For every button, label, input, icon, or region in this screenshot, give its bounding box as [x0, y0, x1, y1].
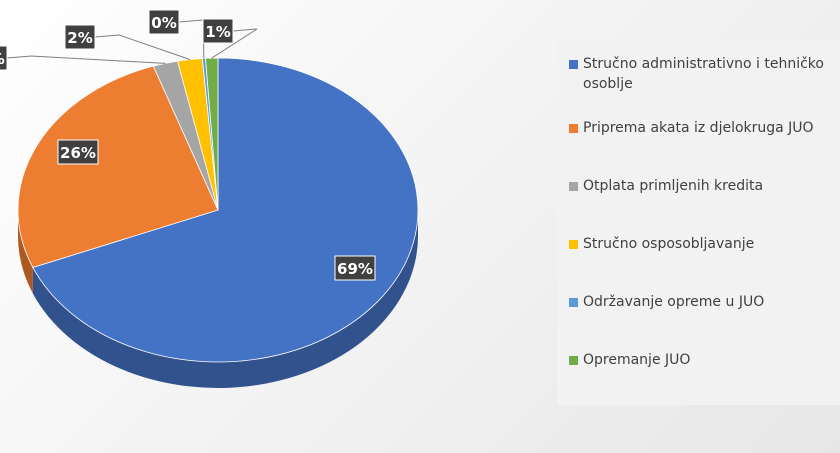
legend-label: Priprema akata iz djelokruga JUO: [583, 120, 814, 136]
pie-slices: [17, 57, 419, 388]
leader-line: [211, 28, 258, 59]
data-label-box: [0, 45, 8, 71]
legend-item: Priprema akata iz djelokruga JUO: [569, 118, 840, 138]
data-labels: 69% 26% 2% 2% 0% 1%: [0, 9, 376, 281]
pie-slice-side: [32, 210, 418, 388]
legend-item: Otplata primljenih kredita: [569, 176, 840, 196]
data-label-box: [334, 255, 376, 281]
legend-swatch: [569, 182, 578, 191]
data-label: 26%: [60, 144, 96, 162]
leader-line: [6, 55, 166, 64]
legend-item: Održavanje opreme u JUO: [569, 292, 840, 312]
pie-slice: [17, 65, 219, 268]
data-label: 2%: [67, 29, 92, 47]
leader-line: [178, 19, 205, 59]
legend-label: Stručno osposobljavanje: [583, 236, 755, 252]
data-label: 2%: [0, 50, 5, 68]
data-label-box: [202, 18, 234, 44]
legend-item: Opremanje JUO: [569, 350, 840, 370]
chart-legend: Stručno administrativno i tehničko osobl…: [557, 40, 840, 405]
legend-swatch: [569, 298, 578, 307]
data-label: 69%: [337, 260, 373, 278]
pie-slice: [205, 57, 219, 211]
legend-item: Stručno osposobljavanje: [569, 234, 840, 254]
legend-swatch: [569, 60, 578, 69]
legend-label: Opremanje JUO: [583, 352, 691, 368]
data-label-box: [64, 24, 96, 50]
data-label: 1%: [205, 23, 230, 41]
legend-label: Održavanje opreme u JUO: [583, 294, 765, 310]
legend-swatch: [569, 124, 578, 133]
data-label: 0%: [151, 14, 176, 32]
legend-label: Stručno administrativno i tehničko osobl…: [583, 56, 824, 92]
legend-swatch: [569, 240, 578, 249]
data-label-box: [57, 139, 99, 165]
pie-slice: [32, 57, 419, 363]
leader-lines: [6, 19, 258, 64]
legend-swatch: [569, 356, 578, 365]
legend-label: Otplata primljenih kredita: [583, 178, 764, 194]
legend-item: Stručno administrativno i tehničko osobl…: [569, 54, 840, 94]
pie-chart: 69% 26% 2% 2% 0% 1%: [0, 9, 419, 388]
leader-line: [94, 34, 191, 60]
data-label-box: [148, 9, 180, 35]
